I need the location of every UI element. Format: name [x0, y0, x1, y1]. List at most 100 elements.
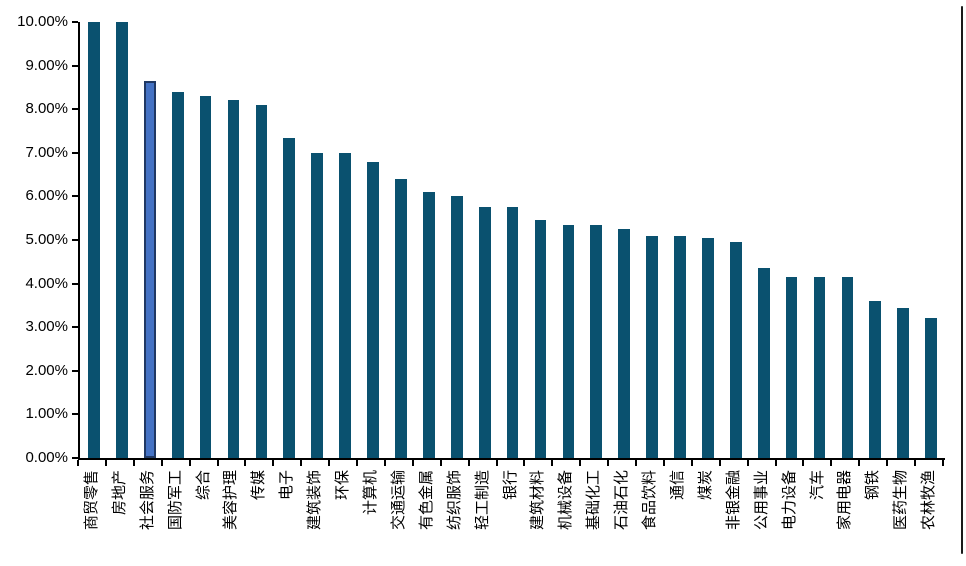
bar-slot — [638, 22, 666, 458]
x-tick-label: 食品饮料 — [641, 470, 659, 531]
x-tick-label: 公用事业 — [752, 470, 770, 531]
x-tick-label: 国防军工 — [166, 470, 184, 531]
bar-钢铁 — [869, 301, 882, 458]
bar-建筑材料 — [534, 220, 547, 458]
bar-slot — [666, 22, 694, 458]
x-label-cell: 石油石化 — [608, 470, 636, 566]
x-tick-mark — [607, 460, 610, 466]
bar-基础化工 — [590, 224, 603, 458]
x-label-cell: 公用事业 — [748, 470, 776, 566]
y-tick-mark — [72, 195, 78, 198]
x-label-cell: 建筑装饰 — [301, 470, 329, 566]
x-tick-mark — [244, 460, 247, 466]
x-tick-mark — [802, 460, 805, 466]
x-label-cell: 银行 — [497, 470, 525, 566]
bar-国防军工 — [171, 91, 184, 458]
x-tick-mark — [132, 460, 135, 466]
bar-有色金属 — [422, 192, 435, 458]
x-label-cell: 有色金属 — [413, 470, 441, 566]
bar-slot — [806, 22, 834, 458]
x-tick-label: 房地产 — [110, 470, 128, 516]
x-tick-label: 交通运输 — [389, 470, 407, 531]
x-tick-mark — [579, 460, 582, 466]
bar-美容护理 — [227, 100, 240, 458]
bar-非银金融 — [729, 242, 742, 458]
bar-纺织服饰 — [450, 196, 463, 458]
x-label-cell: 通信 — [664, 470, 692, 566]
x-tick-label: 传媒 — [250, 470, 268, 501]
y-tick-mark — [72, 413, 78, 416]
x-axis-labels: 商贸零售 房地产 社会服务 国防军工 综合 美容护理 传媒 电子 建筑装饰 环保 计算机 交通运输 有色… — [78, 470, 943, 566]
x-tick-mark — [328, 460, 331, 466]
x-tick-label: 计算机 — [362, 470, 380, 516]
bar-slot — [833, 22, 861, 458]
window-right-border — [961, 6, 963, 554]
bar-slot — [610, 22, 638, 458]
x-label-cell: 传媒 — [245, 470, 273, 566]
y-tick-mark — [72, 457, 78, 459]
y-tick-mark — [72, 21, 78, 23]
x-label-cell: 社会服务 — [134, 470, 162, 566]
x-tick-mark — [104, 460, 107, 466]
x-tick-mark — [160, 460, 163, 466]
x-label-cell: 非银金融 — [720, 470, 748, 566]
bar-煤炭 — [702, 237, 714, 458]
bar-农林牧渔 — [925, 318, 937, 458]
x-tick-mark — [495, 460, 498, 466]
bar-家用电器 — [841, 277, 854, 458]
x-tick-mark — [356, 460, 359, 466]
bar-汽车 — [813, 277, 826, 458]
x-tick-mark — [439, 460, 442, 466]
x-tick-mark — [635, 460, 638, 466]
bar-环保 — [339, 152, 351, 458]
x-label-cell: 基础化工 — [580, 470, 608, 566]
x-tick-label: 机械设备 — [557, 470, 575, 531]
bar-商贸零售 — [88, 22, 100, 458]
x-label-cell: 农林牧渔 — [915, 470, 943, 566]
y-tick-mark — [72, 108, 78, 111]
y-tick-label: 5.00% — [25, 231, 68, 248]
bar-slot — [415, 22, 443, 458]
x-tick-mark — [551, 460, 554, 466]
bar-slot — [443, 22, 471, 458]
bar-食品饮料 — [646, 235, 658, 458]
x-tick-label: 电子 — [278, 470, 296, 501]
x-tick-label: 农林牧渔 — [920, 470, 938, 531]
bar-slot — [331, 22, 359, 458]
x-label-cell: 机械设备 — [552, 470, 580, 566]
x-tick-mark — [77, 460, 79, 466]
bar-slot — [80, 22, 108, 458]
bar-传媒 — [255, 104, 268, 458]
x-tick-mark — [858, 460, 861, 466]
x-tick-mark — [383, 460, 386, 466]
bar-slot — [247, 22, 275, 458]
bar-建筑装饰 — [311, 152, 324, 458]
x-tick-label: 电力设备 — [780, 470, 798, 531]
x-tick-label: 非银金融 — [724, 470, 742, 531]
bar-通信 — [674, 235, 686, 458]
bar-slot — [722, 22, 750, 458]
bar-电子 — [283, 137, 296, 458]
x-label-cell: 汽车 — [804, 470, 832, 566]
bar-slot — [164, 22, 192, 458]
x-label-cell: 煤炭 — [692, 470, 720, 566]
x-tick-label: 轻工制造 — [473, 470, 491, 531]
x-label-cell: 美容护理 — [218, 470, 246, 566]
x-tick-mark — [690, 460, 693, 466]
x-tick-mark — [467, 460, 470, 466]
x-label-cell: 钢铁 — [859, 470, 887, 566]
y-tick-label: 0.00% — [25, 449, 68, 466]
y-tick-label: 4.00% — [25, 274, 68, 292]
x-tick-label: 钢铁 — [864, 470, 882, 501]
bar-计算机 — [367, 161, 379, 458]
x-label-cell: 国防军工 — [162, 470, 190, 566]
x-tick-label: 通信 — [668, 470, 686, 501]
x-tick-label: 汽车 — [808, 470, 826, 501]
x-label-cell: 计算机 — [357, 470, 385, 566]
bar-slot — [582, 22, 610, 458]
bar-电力设备 — [785, 277, 798, 458]
x-label-cell: 食品饮料 — [636, 470, 664, 566]
plot-area — [78, 22, 945, 460]
bar-公用事业 — [757, 268, 770, 458]
x-label-cell: 家用电器 — [831, 470, 859, 566]
